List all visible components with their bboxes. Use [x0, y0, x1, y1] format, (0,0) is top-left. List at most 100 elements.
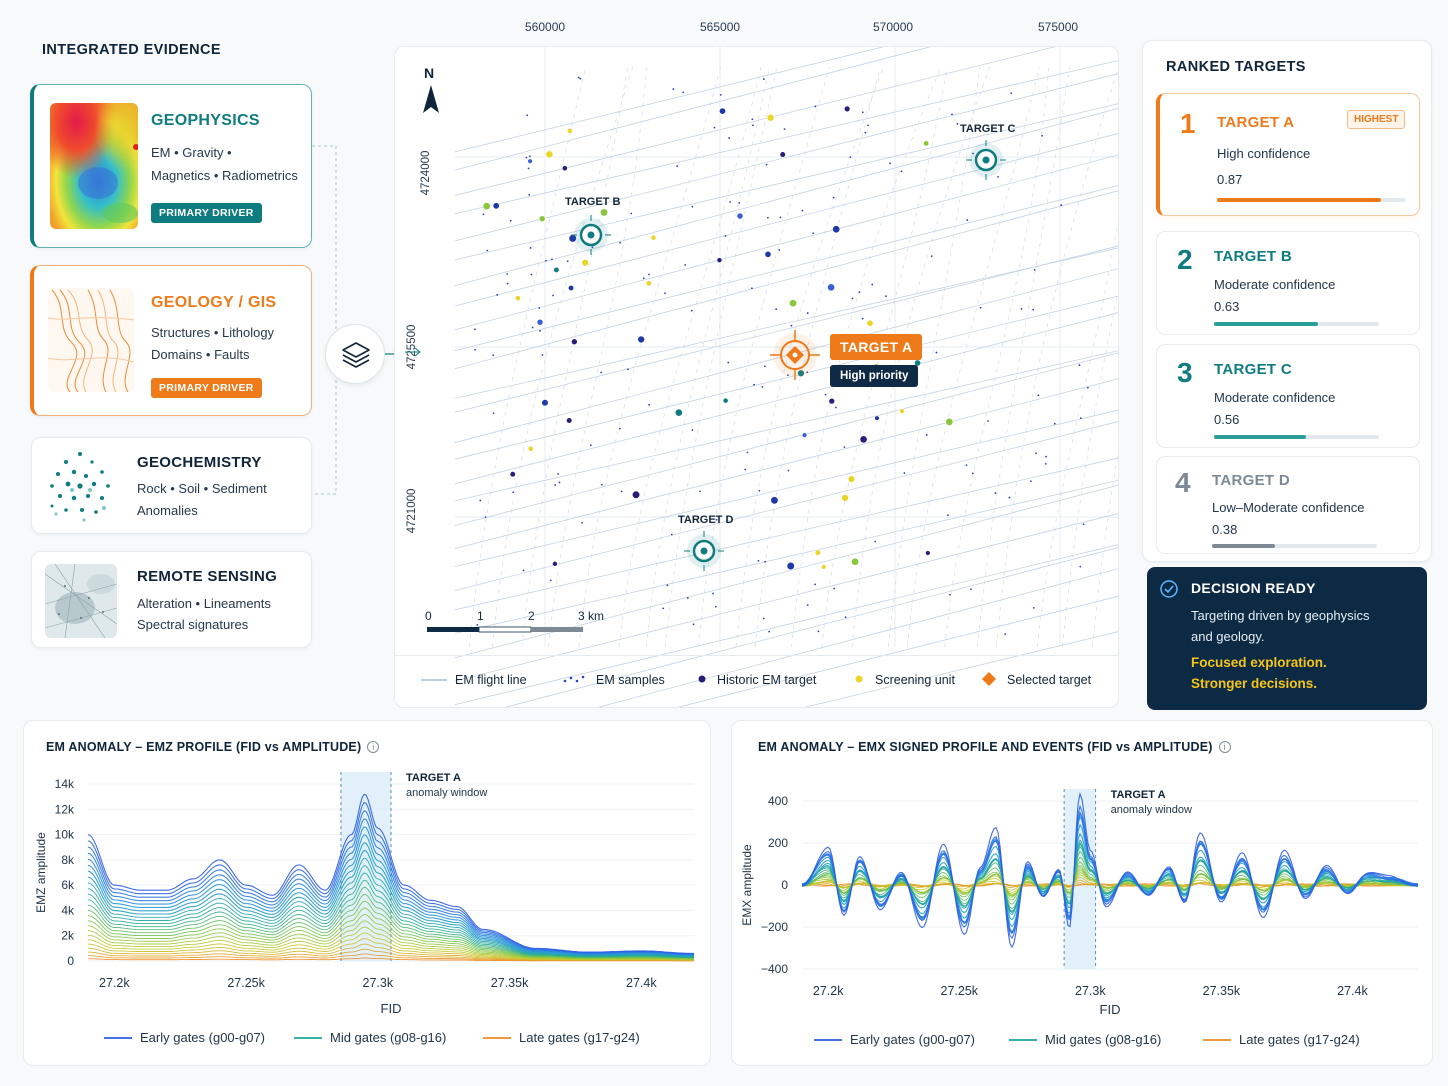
- x-tick-label: 27.2k: [813, 984, 844, 998]
- em-sample-point: [951, 113, 953, 116]
- em-sample-point: [666, 584, 669, 587]
- em-sample-point: [790, 324, 793, 327]
- info-icon[interactable]: i: [1218, 741, 1231, 753]
- rank-number: 3: [1177, 357, 1193, 388]
- historic-em-target-point: [482, 202, 491, 211]
- evidence-card-geology[interactable]: GEOLOGY / GIS Structures • Lithology Dom…: [30, 265, 312, 416]
- legend-label: Early gates (g00-g07): [140, 1030, 265, 1045]
- em-sample-point: [752, 124, 754, 127]
- y-tick-label: 0: [67, 954, 74, 968]
- rank-confidence: Moderate confidence: [1214, 277, 1336, 292]
- info-icon[interactable]: i: [367, 741, 380, 753]
- evidence-title: GEOPHYSICS: [151, 112, 260, 129]
- em-sample-point: [1060, 204, 1063, 207]
- layers-icon[interactable]: [325, 324, 385, 384]
- rank-name: TARGET A: [1217, 114, 1295, 131]
- em-sample-point: [714, 605, 717, 608]
- em-sample-point: [864, 131, 867, 134]
- historic-em-target-point: [847, 475, 856, 483]
- rank-score-bar: [1217, 198, 1405, 202]
- legend-label: Late gates (g17-g24): [1239, 1032, 1360, 1047]
- chart-title: EM ANOMALY – EMX SIGNED PROFILE AND EVEN…: [758, 740, 1231, 754]
- target-b-marker[interactable]: [571, 215, 611, 255]
- evidence-card-geophysics[interactable]: GEOPHYSICS EM • Gravity • Magnetics • Ra…: [30, 84, 312, 248]
- historic-em-target-point: [736, 212, 744, 220]
- em-sample-point: [474, 348, 476, 351]
- em-flight-line: [454, 421, 1118, 591]
- em-sample-point: [662, 607, 665, 610]
- em-sample-point: [783, 128, 786, 131]
- em-sample-point: [858, 291, 861, 294]
- target-a-marker[interactable]: [770, 330, 820, 380]
- em-sample-point: [1035, 452, 1038, 455]
- em-sample-point: [506, 273, 509, 275]
- target-c-marker[interactable]: [966, 140, 1006, 180]
- ranked-title: RANKED TARGETS: [1166, 59, 1306, 75]
- em-sample-point: [558, 481, 561, 484]
- evidence-title: REMOTE SENSING: [137, 568, 278, 585]
- em-sample-point: [787, 469, 790, 472]
- em-flight-line: [454, 103, 1118, 261]
- em-sample-point: [861, 317, 864, 320]
- rank-item-target-c[interactable]: 3 TARGET C Moderate confidence 0.56: [1156, 344, 1420, 448]
- em-sample-point: [761, 385, 764, 388]
- em-cross-line: [754, 66, 881, 648]
- em-samples-legend-icon: [563, 675, 585, 683]
- historic-em-target-point: [600, 208, 609, 217]
- emx-chart[interactable]: 400 200 0 −200 −400 27.2k 27.25k 27.3k 27.35k 27.…: [732, 721, 1434, 1067]
- target-a-callout[interactable]: TARGET A: [830, 334, 923, 360]
- em-flight-line: [454, 47, 885, 153]
- legend-label: Historic EM target: [717, 673, 817, 687]
- target-d-marker[interactable]: [684, 531, 724, 571]
- y-tick-label: 10k: [55, 828, 75, 842]
- gate-curve: [801, 832, 1419, 921]
- evidence-line: Magnetics • Radiometrics: [151, 168, 298, 183]
- remote-sensing-image-thumbnail: [45, 564, 117, 638]
- em-sample-point: [557, 473, 559, 475]
- anomaly-sublabel: anomaly window: [406, 787, 487, 799]
- rank-score: 0.56: [1214, 412, 1240, 427]
- decision-text: Targeting driven by geophysics: [1191, 608, 1370, 623]
- x-tick-label: 27.4k: [1337, 984, 1368, 998]
- scale-label: 1: [477, 609, 484, 623]
- rank-item-target-a[interactable]: 1 TARGET A HIGHEST High confidence 0.87: [1156, 93, 1420, 216]
- rank-name: TARGET B: [1214, 248, 1292, 265]
- em-sample-point: [690, 309, 693, 312]
- em-sample-point: [496, 293, 499, 296]
- emz-chart[interactable]: 0 2k 4k 6k 8k 10k 12k 14k 27.2k 27.25k 27.3k 27.35k…: [24, 721, 712, 1067]
- geochemistry-scatter-icon: [44, 448, 118, 524]
- y-tick-label: 200: [768, 836, 788, 850]
- target-map[interactable]: N 4724000 4725500 4721000 TARGET B TARGE…: [394, 46, 1119, 708]
- em-sample-point: [812, 232, 815, 235]
- evidence-card-geochemistry[interactable]: GEOCHEMISTRY Rock • Soil • Sediment Anom…: [31, 437, 312, 534]
- em-sample-point: [965, 464, 968, 467]
- em-sample-point: [814, 583, 817, 586]
- rank-score: 0.63: [1214, 299, 1240, 314]
- rank-item-target-b[interactable]: 2 TARGET B Moderate confidence 0.63: [1156, 231, 1420, 335]
- em-sample-point: [1078, 364, 1081, 366]
- em-sample-point: [814, 105, 817, 108]
- em-sample-point: [806, 371, 809, 374]
- evidence-line: Spectral signatures: [137, 617, 249, 632]
- em-sample-point: [751, 287, 753, 290]
- y-tick-label: 12k: [55, 802, 75, 816]
- x-tick-label: 27.25k: [941, 984, 979, 998]
- em-flight-line: [454, 295, 1118, 460]
- em-cross-line: [697, 66, 830, 648]
- em-cross-line: [977, 66, 1071, 648]
- em-sample-point: [762, 78, 765, 80]
- historic-em-target-point: [766, 113, 775, 122]
- em-sample-point: [765, 163, 768, 166]
- em-sample-point: [522, 569, 525, 572]
- scale-label: 2: [528, 609, 535, 623]
- em-flight-line: [454, 245, 1118, 413]
- evidence-card-remote-sensing[interactable]: REMOTE SENSING Alteration • Lineaments S…: [31, 551, 312, 648]
- selected-target-legend-icon: [982, 672, 996, 686]
- y-tick-label: 6k: [61, 878, 75, 892]
- rank-item-target-d[interactable]: 4 TARGET D Low–Moderate confidence 0.38: [1156, 456, 1420, 554]
- x-tick-label: 27.25k: [227, 976, 265, 990]
- em-sample-point: [762, 617, 765, 620]
- y-tick-label: 4k: [61, 903, 75, 917]
- em-flight-line: [454, 409, 1118, 567]
- em-sample-point: [699, 490, 702, 493]
